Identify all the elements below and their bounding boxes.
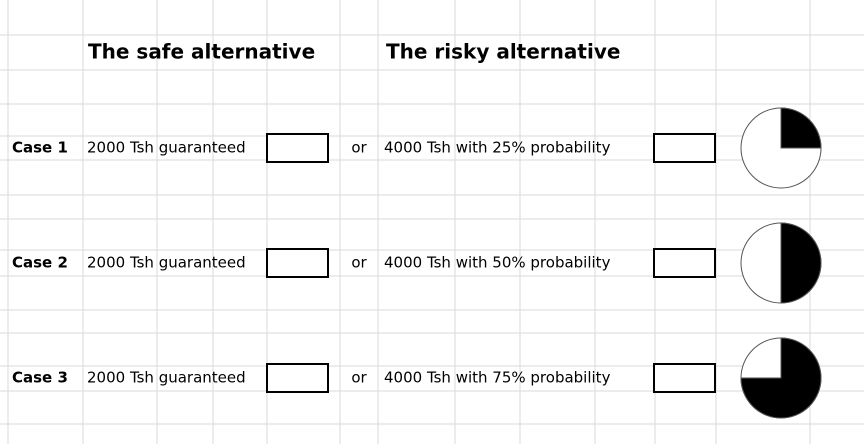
safe-option: 2000 Tsh guaranteed (87, 254, 246, 272)
risky-choice-box[interactable] (653, 133, 716, 163)
case-label: Case 3 (12, 369, 68, 387)
pie-slice (780, 107, 822, 149)
safe-option: 2000 Tsh guaranteed (87, 369, 246, 387)
risky-choice-box[interactable] (653, 248, 716, 278)
case-label: Case 2 (12, 254, 68, 272)
risky-option: 4000 Tsh with 50% probability (384, 254, 611, 272)
or-label: or (351, 254, 367, 272)
risky-option: 4000 Tsh with 75% probability (384, 369, 611, 387)
pie-slice (780, 222, 822, 304)
safe-choice-box[interactable] (266, 363, 329, 393)
safe-option: 2000 Tsh guaranteed (87, 139, 246, 157)
risky-option: 4000 Tsh with 25% probability (384, 139, 611, 157)
or-label: or (351, 369, 367, 387)
pie-slice (740, 337, 822, 419)
safe-title: The safe alternative (88, 40, 315, 64)
risky-choice-box[interactable] (653, 363, 716, 393)
case-label: Case 1 (12, 139, 68, 157)
safe-choice-box[interactable] (266, 248, 329, 278)
safe-choice-box[interactable] (266, 133, 329, 163)
or-label: or (351, 139, 367, 157)
risky-title: The risky alternative (386, 40, 620, 64)
